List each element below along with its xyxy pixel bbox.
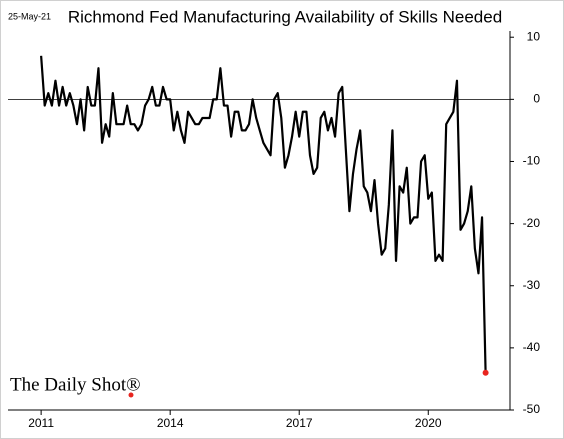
y-tick-label: 10 [527,29,541,43]
x-tick-label: 2020 [415,416,442,430]
y-tick-label: 0 [533,92,540,106]
last-point [482,369,489,376]
y-tick-label: -50 [523,402,541,416]
y-tick-label: -40 [523,340,541,354]
x-tick-label: 2014 [157,416,184,430]
chart-title: Richmond Fed Manufacturing Availability … [68,7,502,26]
logo-dot [128,392,134,398]
y-tick-label: -10 [523,154,541,168]
line-series [40,55,487,373]
x-tick-label: 2017 [286,416,313,430]
y-tick-label: -30 [523,278,541,292]
y-tick-label: -20 [523,216,541,230]
date-label: 25-May-21 [8,11,51,21]
source-logo: The Daily Shot® [10,374,141,395]
x-tick-label: 2011 [28,416,54,430]
